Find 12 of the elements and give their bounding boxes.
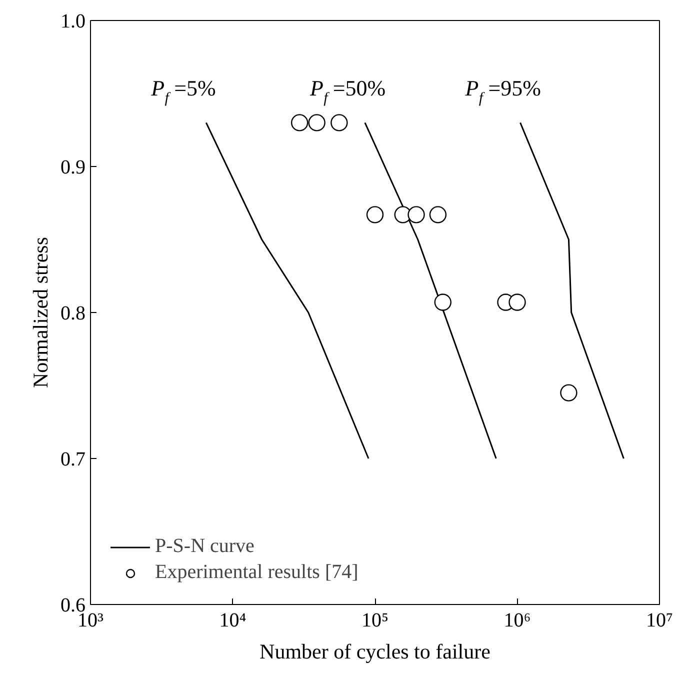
y-axis-title: Normalized stress [28, 236, 52, 388]
x-tick-label: 10⁴ [219, 610, 246, 632]
x-tick-label: 10⁵ [362, 610, 388, 632]
legend-label: Experimental results [74] [155, 561, 358, 584]
y-tick-label: 0.9 [60, 156, 86, 178]
legend-label: P-S-N curve [155, 535, 254, 558]
x-tick-label: 10⁶ [504, 610, 531, 632]
y-tick-label: 0.7 [60, 448, 86, 470]
x-axis-title: Number of cycles to failure [260, 640, 490, 664]
y-tick-label: 0.8 [60, 302, 86, 324]
x-tick-label: 10⁷ [646, 610, 674, 632]
y-tick-label: 1.0 [60, 10, 86, 32]
